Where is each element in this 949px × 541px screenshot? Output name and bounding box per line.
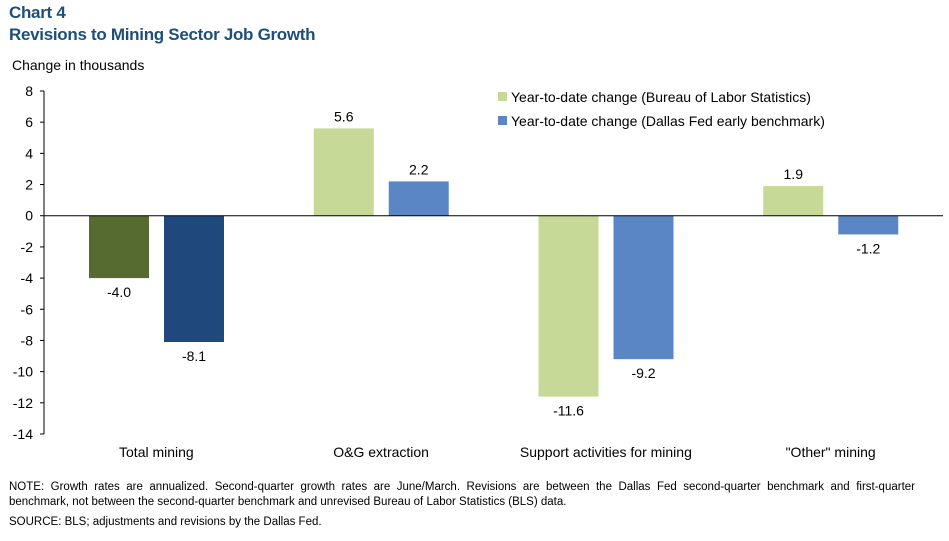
legend-swatch [498, 92, 507, 101]
chart-note: NOTE: Growth rates are annualized. Secon… [9, 481, 915, 508]
bar [313, 128, 374, 216]
bar [388, 181, 449, 216]
data-label: -1.2 [856, 240, 880, 256]
bar [613, 215, 674, 360]
category-label: "Other" mining [786, 444, 876, 460]
y-tick-label: -6 [21, 301, 34, 317]
y-tick-label: -4 [21, 270, 34, 286]
chart-number: Chart 4 [9, 3, 66, 22]
data-label: 1.9 [784, 166, 804, 182]
data-label: -11.6 [553, 403, 584, 419]
y-tick-label: 2 [25, 177, 33, 193]
legend-label: Year-to-date change (Bureau of Labor Sta… [511, 89, 811, 105]
y-tick-label: -8 [21, 332, 34, 348]
y-tick-label: -14 [13, 426, 33, 442]
data-label: 2.2 [409, 161, 429, 177]
y-tick-label: 6 [25, 114, 33, 130]
data-label: -4.0 [107, 284, 131, 300]
bar [89, 215, 149, 279]
y-tick-label: -2 [21, 239, 34, 255]
category-label: Total mining [119, 444, 194, 460]
data-label: -8.1 [182, 348, 206, 364]
y-axis-unit-label: Change in thousands [12, 57, 145, 73]
y-tick-label: -10 [13, 364, 33, 380]
category-label: O&G extraction [333, 444, 429, 460]
data-label: -9.2 [631, 365, 655, 381]
bar [538, 215, 599, 397]
bar [164, 215, 224, 343]
y-tick-label: 8 [25, 83, 33, 99]
data-label: 5.6 [334, 108, 354, 124]
y-tick-label: 0 [25, 208, 33, 224]
y-tick-label: -12 [13, 395, 33, 411]
bar [763, 186, 824, 216]
chart-title: Revisions to Mining Sector Job Growth [9, 25, 316, 44]
bar-chart: 8 6 4 2 0 -2 -4 -6 -8 -10 -12 -14 -4.0 5.6 -11.6 1.9 -8.… [13, 83, 943, 460]
category-label: Support activities for mining [520, 444, 692, 460]
chart-source: SOURCE: BLS; adjustments and revisions b… [9, 516, 322, 528]
y-tick-label: 4 [25, 145, 33, 161]
legend-label: Year-to-date change (Dallas Fed early be… [511, 113, 825, 129]
legend-swatch [498, 116, 507, 125]
bar [838, 215, 899, 235]
chart-header: Chart 4 Revisions to Mining Sector Job G… [9, 2, 316, 46]
